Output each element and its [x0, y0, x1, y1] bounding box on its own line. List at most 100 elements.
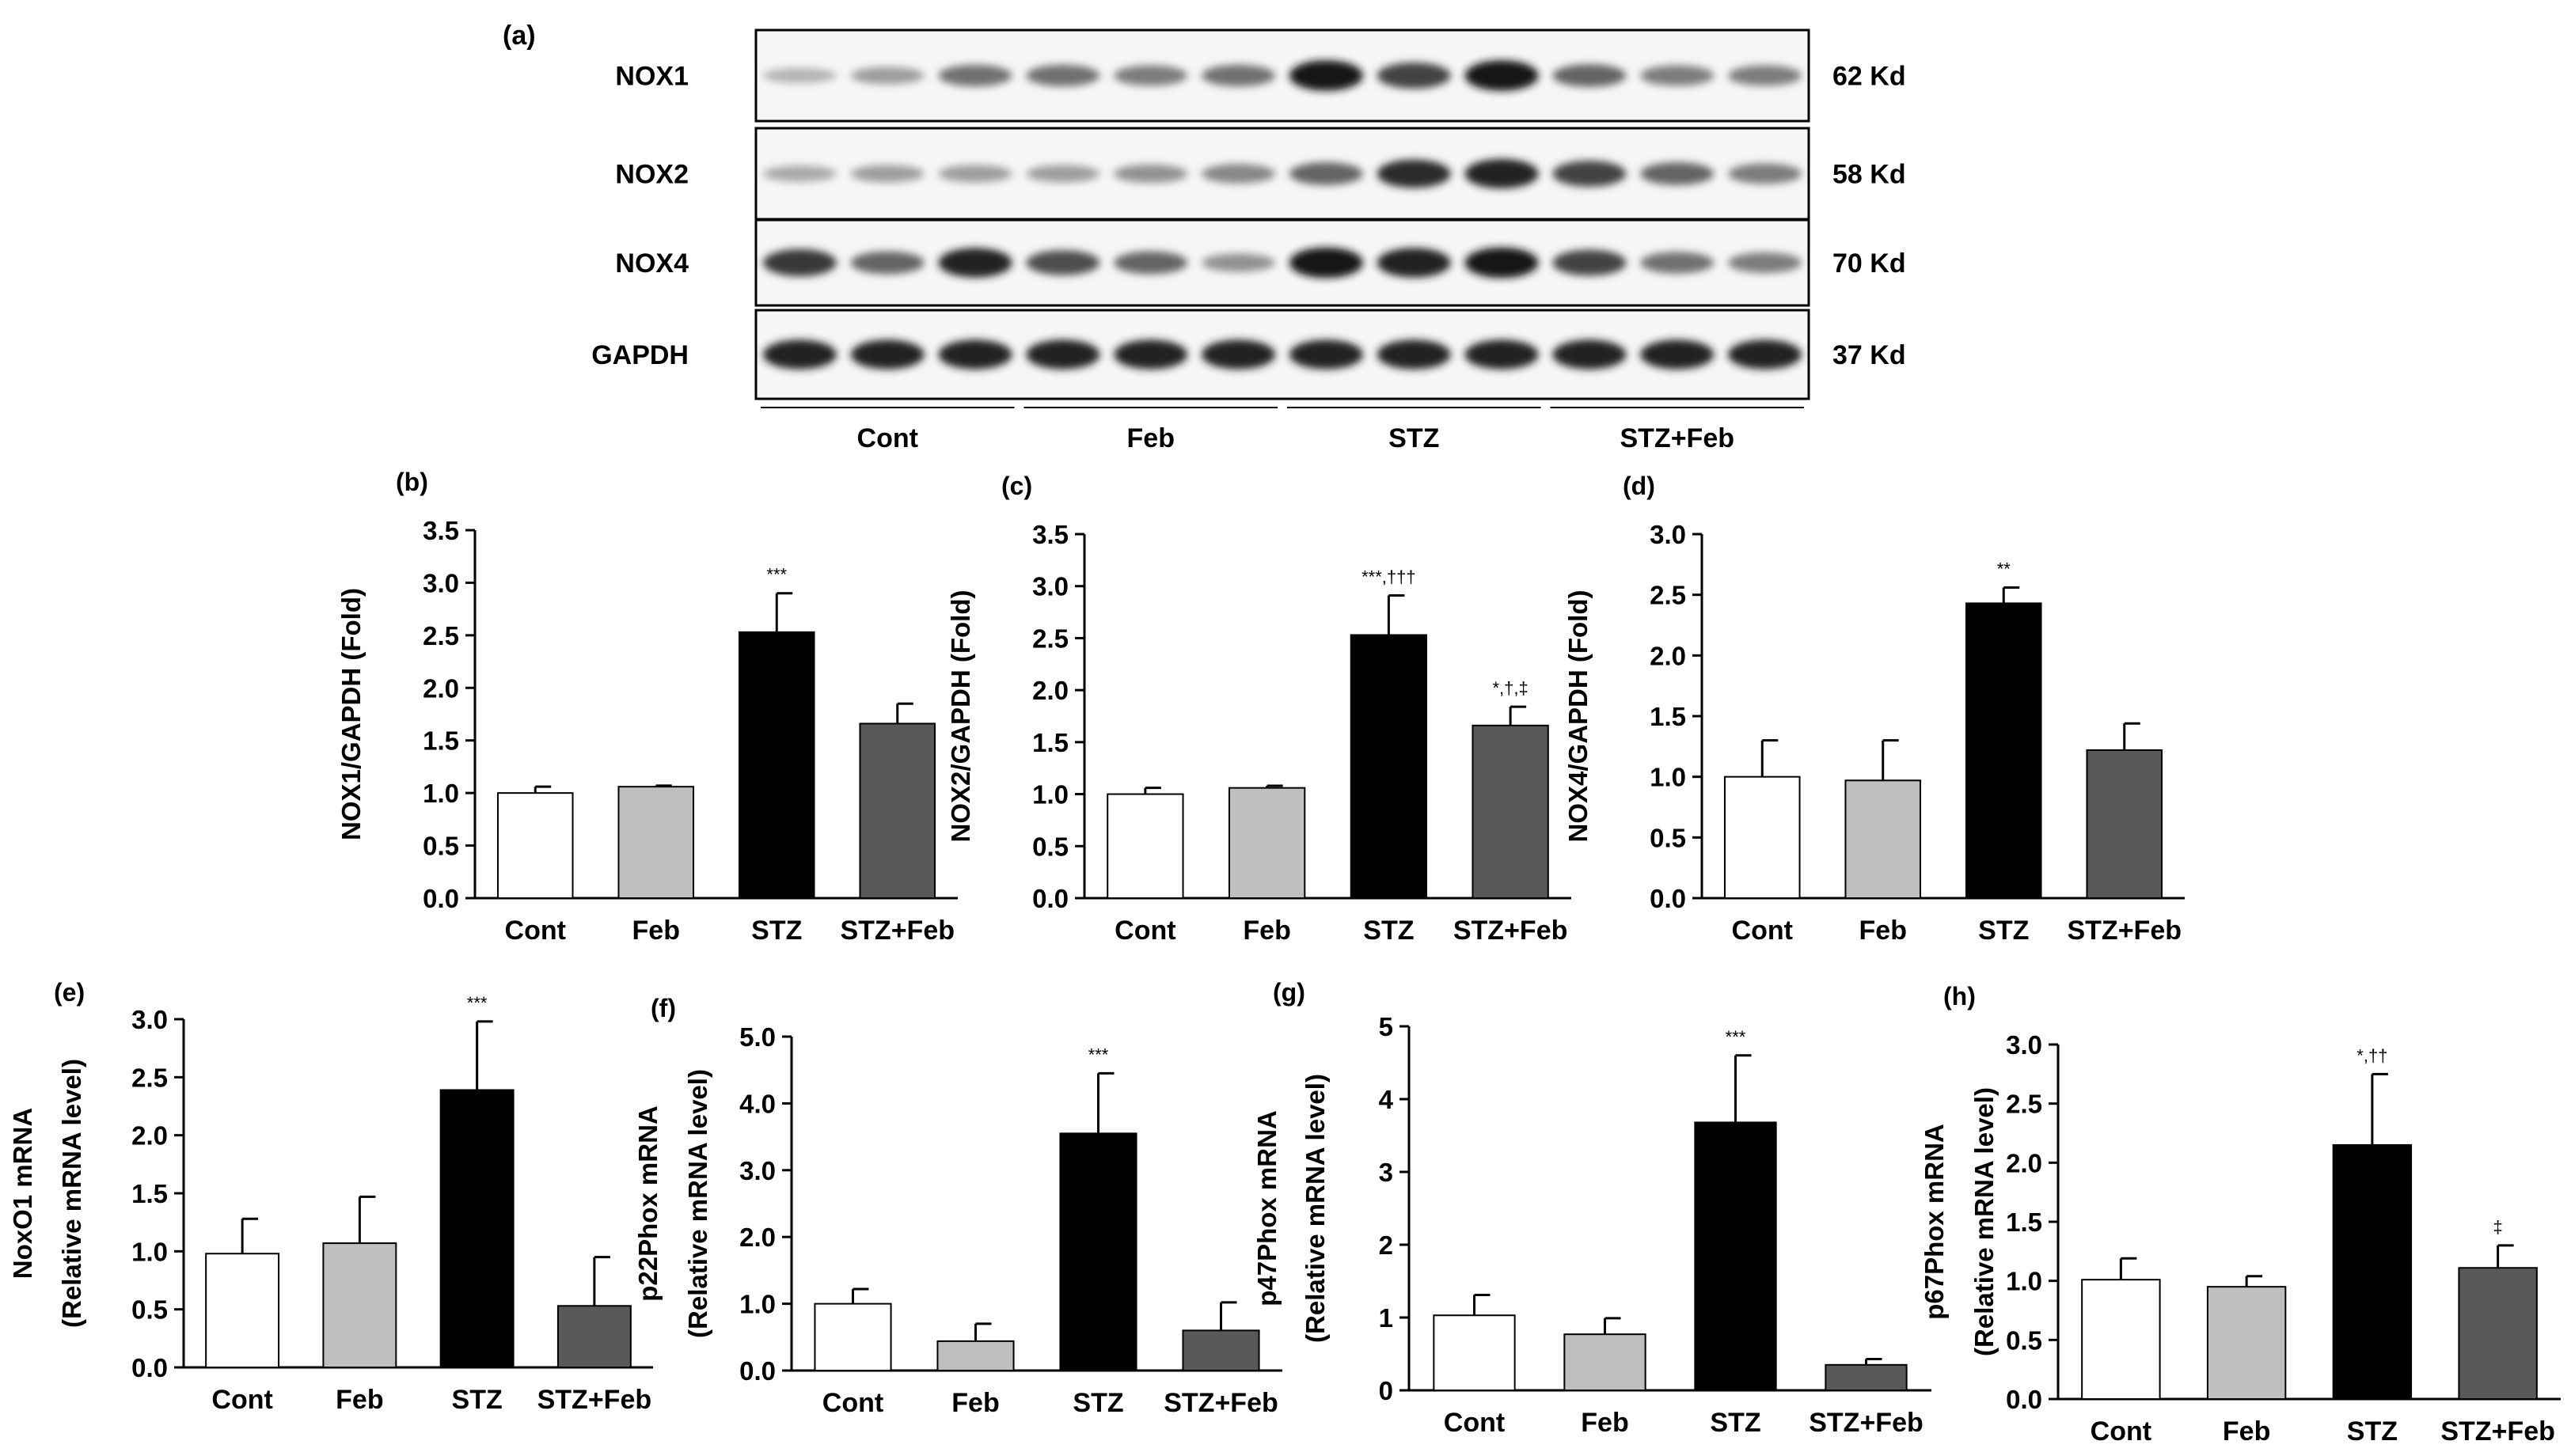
chart-y-tick-label: 1.0 [739, 1290, 776, 1319]
blot-band [762, 165, 837, 182]
blot-mw-label: 58 Kd [1832, 160, 1906, 190]
chart-y-tick-label: 2.5 [423, 621, 459, 650]
blot-band [1026, 64, 1100, 87]
blot-band [1114, 65, 1188, 86]
chart-y-tick-label: 1.5 [2006, 1208, 2042, 1237]
blot-band [1289, 162, 1363, 185]
chart-x-tick-label: STZ+Feb [1164, 1388, 1278, 1418]
chart-significance-label: ***,††† [1361, 567, 1416, 587]
blot-protein-label: NOX1 [615, 62, 689, 92]
blot-row-gapdh: GAPDH 37 Kd [591, 309, 1906, 400]
blot-band [1464, 247, 1539, 279]
chart-x-tick-label: STZ [1978, 916, 2029, 946]
chart-e: (e) NoxO1 mRNA (Relative mRNA level) 0.0 0.5… [8, 978, 653, 1415]
chart-significance-label: *** [467, 993, 488, 1013]
blot-row-nox1: NOX1 62 Kd [615, 28, 1906, 123]
blot-band [850, 66, 925, 85]
chart-y-tick-label: 5.0 [739, 1022, 776, 1052]
chart-significance-label: *,†† [2356, 1045, 2387, 1065]
chart-y-tick-label: 1 [1379, 1303, 1393, 1333]
blot-protein-label: NOX4 [615, 248, 689, 279]
blot-band [1640, 65, 1715, 86]
chart-y-axis-label: p67Phox mRNA [1920, 1124, 1949, 1320]
blot-row-nox2: NOX2 58 Kd [615, 127, 1906, 221]
chart-bar-stz-feb [1825, 1363, 1908, 1392]
blot-rows: NOX1 62 Kd NOX2 58 Kd NOX4 70 Kd GAPDH 37 Kd [591, 28, 1906, 400]
chart-x-tick-label: Feb [1243, 916, 1290, 946]
chart-significance-label: *** [1088, 1045, 1109, 1064]
chart-y-tick-label: 3.0 [739, 1156, 776, 1185]
blot-band [1640, 162, 1715, 185]
blot-band [1202, 253, 1276, 272]
blot-band [1114, 339, 1188, 370]
chart-significance-label: ‡ [2493, 1217, 2503, 1237]
blot-band [1289, 60, 1363, 91]
blot-band [938, 248, 1012, 278]
chart-y-tick-label: 2.0 [131, 1121, 168, 1151]
chart-x-tick-label: Cont [1115, 916, 1175, 946]
chart-x-tick-label: Feb [2223, 1416, 2270, 1447]
blot-frame [754, 28, 1810, 123]
chart-x-tick-label: STZ+Feb [2440, 1416, 2555, 1447]
blot-group-label: Feb [1127, 423, 1175, 453]
chart-bar-feb [322, 1242, 397, 1368]
chart-d: (d) NOX4/GAPDH (Fold) 0.0 0.5 1.0 1.5 2.0 2.5 3.… [1563, 472, 2185, 946]
blot-band [1202, 339, 1276, 370]
blot-band [1114, 251, 1188, 275]
chart-y-tick-label: 1.5 [131, 1179, 168, 1208]
chart-y-tick-label: 2.0 [1032, 676, 1069, 705]
blot-band [1377, 159, 1451, 188]
chart-y-tick-label: 1.0 [423, 779, 459, 808]
blot-frame [754, 127, 1810, 221]
chart-y-tick-label: 2.0 [1650, 641, 1686, 670]
chart-y-tick-label: 3.0 [2006, 1030, 2042, 1060]
chart-significance-label: *,†,‡ [1492, 678, 1528, 698]
blot-band [762, 339, 837, 370]
blot-band [1728, 252, 1802, 273]
chart-b: (b) NOX1/GAPDH (Fold) 0.0 0.5 1.0 1.5 2.0 2.5 3.… [336, 468, 958, 946]
chart-y-axis-label: (Relative mRNA level) [683, 1069, 712, 1338]
blot-band [1377, 63, 1451, 89]
chart-g: (g) p47Phox mRNA (Relative mRNA level) 0 1 2 3… [1252, 978, 1931, 1438]
chart-y-tick-label: 0 [1379, 1376, 1393, 1405]
blot-mw-label: 70 Kd [1832, 248, 1906, 279]
chart-bar-stz [1059, 1132, 1137, 1371]
blot-band [850, 165, 925, 183]
chart-x-tick-label: STZ+Feb [537, 1385, 652, 1415]
chart-y-tick-label: 2.5 [1032, 624, 1069, 653]
chart-y-tick-label: 0.0 [131, 1353, 168, 1382]
blot-band [938, 64, 1012, 87]
blot-band [1026, 165, 1100, 183]
chart-y-tick-label: 1.5 [1650, 702, 1686, 731]
blot-band [1026, 250, 1100, 275]
chart-x-tick-label: Cont [1732, 916, 1793, 946]
chart-x-tick-label: STZ [1710, 1408, 1760, 1438]
chart-y-tick-label: 0.0 [1650, 884, 1686, 913]
chart-y-tick-label: 4 [1379, 1085, 1394, 1114]
chart-bar-stz-feb [2458, 1267, 2538, 1400]
chart-y-tick-label: 1.0 [2006, 1267, 2042, 1296]
chart-y-tick-label: 5 [1379, 1012, 1393, 1041]
chart-bar-stz [439, 1089, 515, 1368]
chart-y-tick-label: 0.0 [423, 884, 459, 913]
chart-y-tick-label: 2.0 [739, 1223, 776, 1252]
chart-y-tick-label: 2.5 [1650, 581, 1686, 610]
chart-x-tick-label: STZ+Feb [1453, 916, 1568, 946]
chart-x-tick-label: STZ+Feb [2067, 916, 2182, 946]
chart-panel-label: (e) [54, 978, 85, 1007]
chart-x-tick-label: STZ [452, 1385, 503, 1415]
blot-row-nox4: NOX4 70 Kd [615, 218, 1906, 307]
chart-panel-label: (c) [1001, 472, 1032, 500]
chart-y-axis-label: (Relative mRNA level) [1969, 1087, 1999, 1356]
chart-y-tick-label: 0.5 [131, 1295, 168, 1325]
blot-protein-label: GAPDH [591, 340, 689, 370]
chart-bar-stz-feb [556, 1305, 632, 1369]
chart-panel-label: (g) [1273, 978, 1305, 1007]
chart-y-tick-label: 3.0 [131, 1005, 168, 1034]
chart-bar-feb [1228, 787, 1306, 900]
chart-y-tick-label: 1.5 [1032, 728, 1069, 757]
blot-band [1377, 339, 1451, 370]
chart-bar-stz [738, 631, 815, 899]
blot-band [762, 248, 837, 277]
